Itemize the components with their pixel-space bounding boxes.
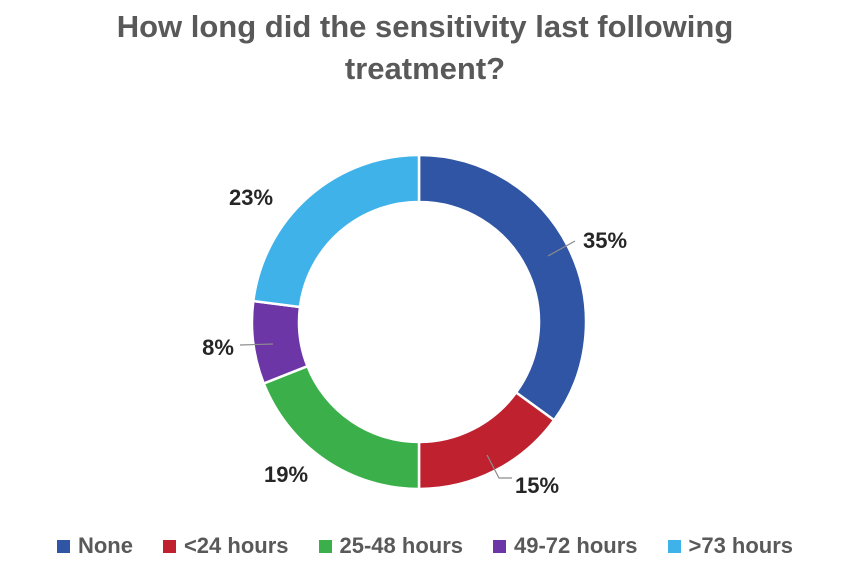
- slice-label-2: 19%: [264, 462, 308, 487]
- leader-lines: [239, 240, 576, 479]
- legend-label-1: <24 hours: [183, 533, 289, 558]
- legend-item-0: None: [56, 533, 133, 559]
- leader-line-3: [239, 343, 274, 346]
- leader-line-0: [547, 240, 576, 257]
- slice-label-3: 8%: [202, 335, 234, 360]
- legend-item-3: 49-72 hours: [493, 533, 638, 559]
- legend-swatch-0: [56, 539, 70, 553]
- legend-item-1: <24 hours: [162, 533, 289, 559]
- legend: None <24 hours 25-48 hours 49-72 hours >73 h…: [0, 533, 850, 559]
- legend-swatch-2: [318, 539, 332, 553]
- slice-label-0: 35%: [583, 228, 627, 253]
- chart-title: How long did the sensitivity last follow…: [116, 9, 734, 86]
- legend-swatch-1: [162, 539, 176, 553]
- legend-swatch-3: [493, 539, 506, 553]
- legend-label-3: 49-72 hours: [514, 533, 638, 558]
- legend-item-4: >73 hours: [667, 533, 794, 559]
- legend-label-0: None: [77, 533, 133, 558]
- donut-slices: [250, 153, 588, 491]
- donut-slice-4: [251, 153, 421, 309]
- slice-label-1: 15%: [515, 473, 559, 498]
- legend-label-4: >73 hours: [688, 533, 794, 558]
- donut-chart: 35% 15% 19% 8% 23%: [202, 153, 627, 498]
- donut-slice-0: [417, 153, 588, 422]
- legend-item-2: 25-48 hours: [318, 533, 464, 559]
- legend-label-2: 25-48 hours: [339, 533, 464, 558]
- legend-swatch-4: [667, 539, 681, 553]
- leader-line-1: [486, 454, 512, 479]
- slice-label-4: 23%: [229, 185, 273, 210]
- slice-labels: 35% 15% 19% 8% 23%: [202, 185, 627, 498]
